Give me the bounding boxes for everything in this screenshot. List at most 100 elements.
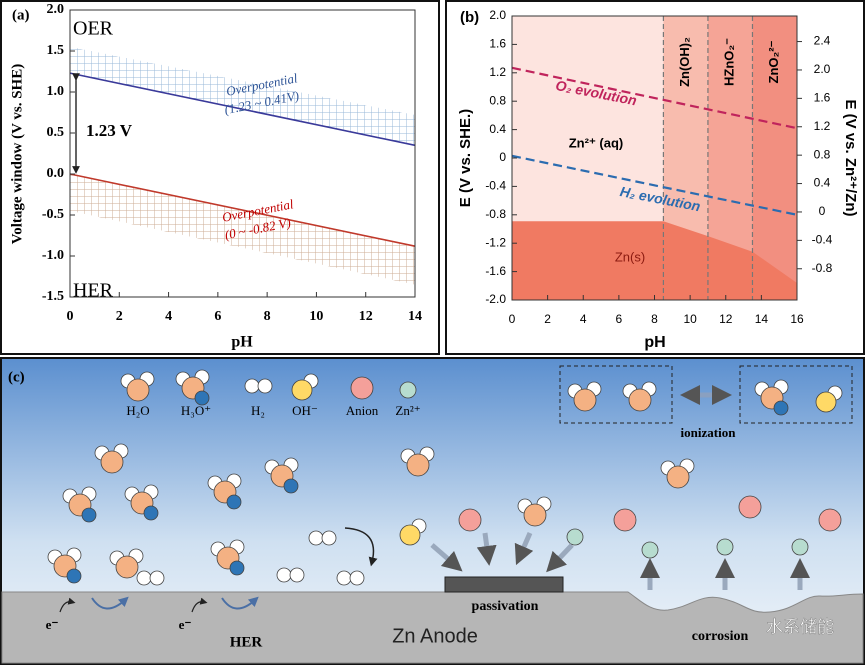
atom — [815, 391, 837, 413]
x-tick-label: 10 — [683, 312, 697, 326]
y-tick-label: 0 — [499, 150, 506, 164]
region-label: HER — [73, 280, 114, 302]
atom — [308, 530, 324, 546]
zn-solid-region — [512, 221, 797, 300]
chart-title: (b) — [460, 9, 479, 26]
atom — [818, 508, 842, 532]
atom — [136, 570, 152, 586]
x-tick-label: 14 — [755, 312, 769, 326]
window-label: 1.23 V — [86, 121, 133, 140]
potential-line — [69, 173, 416, 247]
flow-arrow — [476, 532, 497, 566]
x-tick-label: 12 — [359, 309, 373, 324]
passivation-label: passivation — [472, 599, 539, 614]
y-tick-label: -1.0 — [42, 248, 64, 263]
legend-label: Zn²⁺ — [395, 403, 420, 418]
y-tick-label: -1.2 — [485, 235, 506, 249]
evolution-line — [511, 154, 798, 216]
y-tick-label: -0.8 — [485, 207, 506, 221]
atom — [399, 524, 421, 546]
y-tick-label: 1.6 — [489, 37, 506, 51]
atom — [321, 530, 337, 546]
chart-title: (a) — [12, 7, 30, 23]
stability-region — [752, 16, 797, 300]
atom — [244, 378, 260, 394]
y-tick-label: 1.5 — [47, 43, 65, 58]
y2-tick-label: -0.8 — [812, 261, 833, 275]
flow-arrow — [546, 543, 574, 573]
y-tick-label: 0.4 — [489, 122, 506, 136]
y-tick-label: 1.0 — [47, 84, 65, 99]
legend-label: H₃O⁺ — [181, 403, 211, 418]
y-tick-label: 2.0 — [489, 8, 506, 22]
curved-arrow — [221, 596, 259, 610]
y2-tick-label: 0 — [819, 204, 826, 218]
x-tick-label: 6 — [616, 312, 623, 326]
region-label: OER — [73, 18, 114, 40]
y2-tick-label: 1.2 — [814, 119, 831, 133]
region-label: HZnO₂⁻ — [722, 38, 737, 86]
y-tick-label: -1.5 — [42, 289, 64, 304]
panel-label: (c) — [8, 369, 25, 385]
y2-tick-label: 2.0 — [814, 62, 831, 76]
atom — [406, 453, 430, 477]
x-tick-label: 2 — [544, 312, 551, 326]
atom — [349, 570, 365, 586]
x-axis-label: pH — [231, 334, 253, 351]
electron-label: e⁻ — [179, 617, 192, 632]
atom — [66, 568, 82, 584]
curved-arrow — [91, 596, 129, 610]
x-tick-label: 6 — [214, 309, 221, 324]
flow-arrow — [514, 532, 534, 566]
y2-axis-label: E (V vs. Zn²⁺/Zn) — [842, 99, 859, 216]
atom — [149, 570, 165, 586]
overpotential-band — [70, 174, 415, 285]
plot-frame — [69, 9, 416, 298]
y-tick-label: -1.6 — [485, 264, 506, 278]
atom — [350, 376, 374, 400]
atom — [613, 508, 637, 532]
y-tick-label: 0.5 — [47, 125, 65, 140]
y-axis-label: E (V vs. SHE.) — [457, 109, 474, 207]
atom — [226, 494, 242, 510]
atom — [791, 538, 809, 556]
atom — [143, 505, 159, 521]
atom — [666, 465, 690, 489]
x-tick-label: 14 — [408, 309, 422, 324]
y-tick-label: 0.8 — [489, 93, 506, 107]
panel-a — [0, 0, 440, 355]
atom — [283, 478, 299, 494]
legend-label: Anion — [346, 403, 379, 418]
x-tick-label: 16 — [790, 312, 804, 326]
atom — [641, 541, 659, 559]
x-tick-label: 0 — [67, 309, 74, 324]
y2-tick-label: 0.4 — [814, 176, 831, 190]
evolution-line — [511, 66, 798, 130]
y-tick-label: -0.5 — [42, 207, 64, 222]
electron-arrow — [191, 597, 208, 613]
y2-tick-label: 2.4 — [814, 34, 831, 48]
x-tick-label: 8 — [651, 312, 658, 326]
x-tick-label: 2 — [116, 309, 123, 324]
y-tick-label: 2.0 — [47, 2, 65, 17]
x-axis-label: pH — [644, 334, 665, 351]
legend-label: H₂ — [251, 403, 265, 418]
curved-arrow — [344, 527, 378, 567]
y2-tick-label: -0.4 — [812, 233, 833, 247]
atom — [738, 495, 762, 519]
atom — [257, 378, 273, 394]
corrosion-label: corrosion — [692, 629, 749, 644]
atom — [566, 528, 584, 546]
x-tick-label: 10 — [309, 309, 323, 324]
atom — [194, 390, 210, 406]
y2-tick-label: 0.8 — [814, 147, 831, 161]
atom — [773, 400, 789, 416]
legend-label: OH⁻ — [292, 403, 318, 418]
region-label: Zn²⁺ (aq) — [569, 135, 624, 150]
atom — [628, 388, 652, 412]
atom — [100, 450, 124, 474]
atom — [336, 570, 352, 586]
x-tick-label: 12 — [719, 312, 733, 326]
